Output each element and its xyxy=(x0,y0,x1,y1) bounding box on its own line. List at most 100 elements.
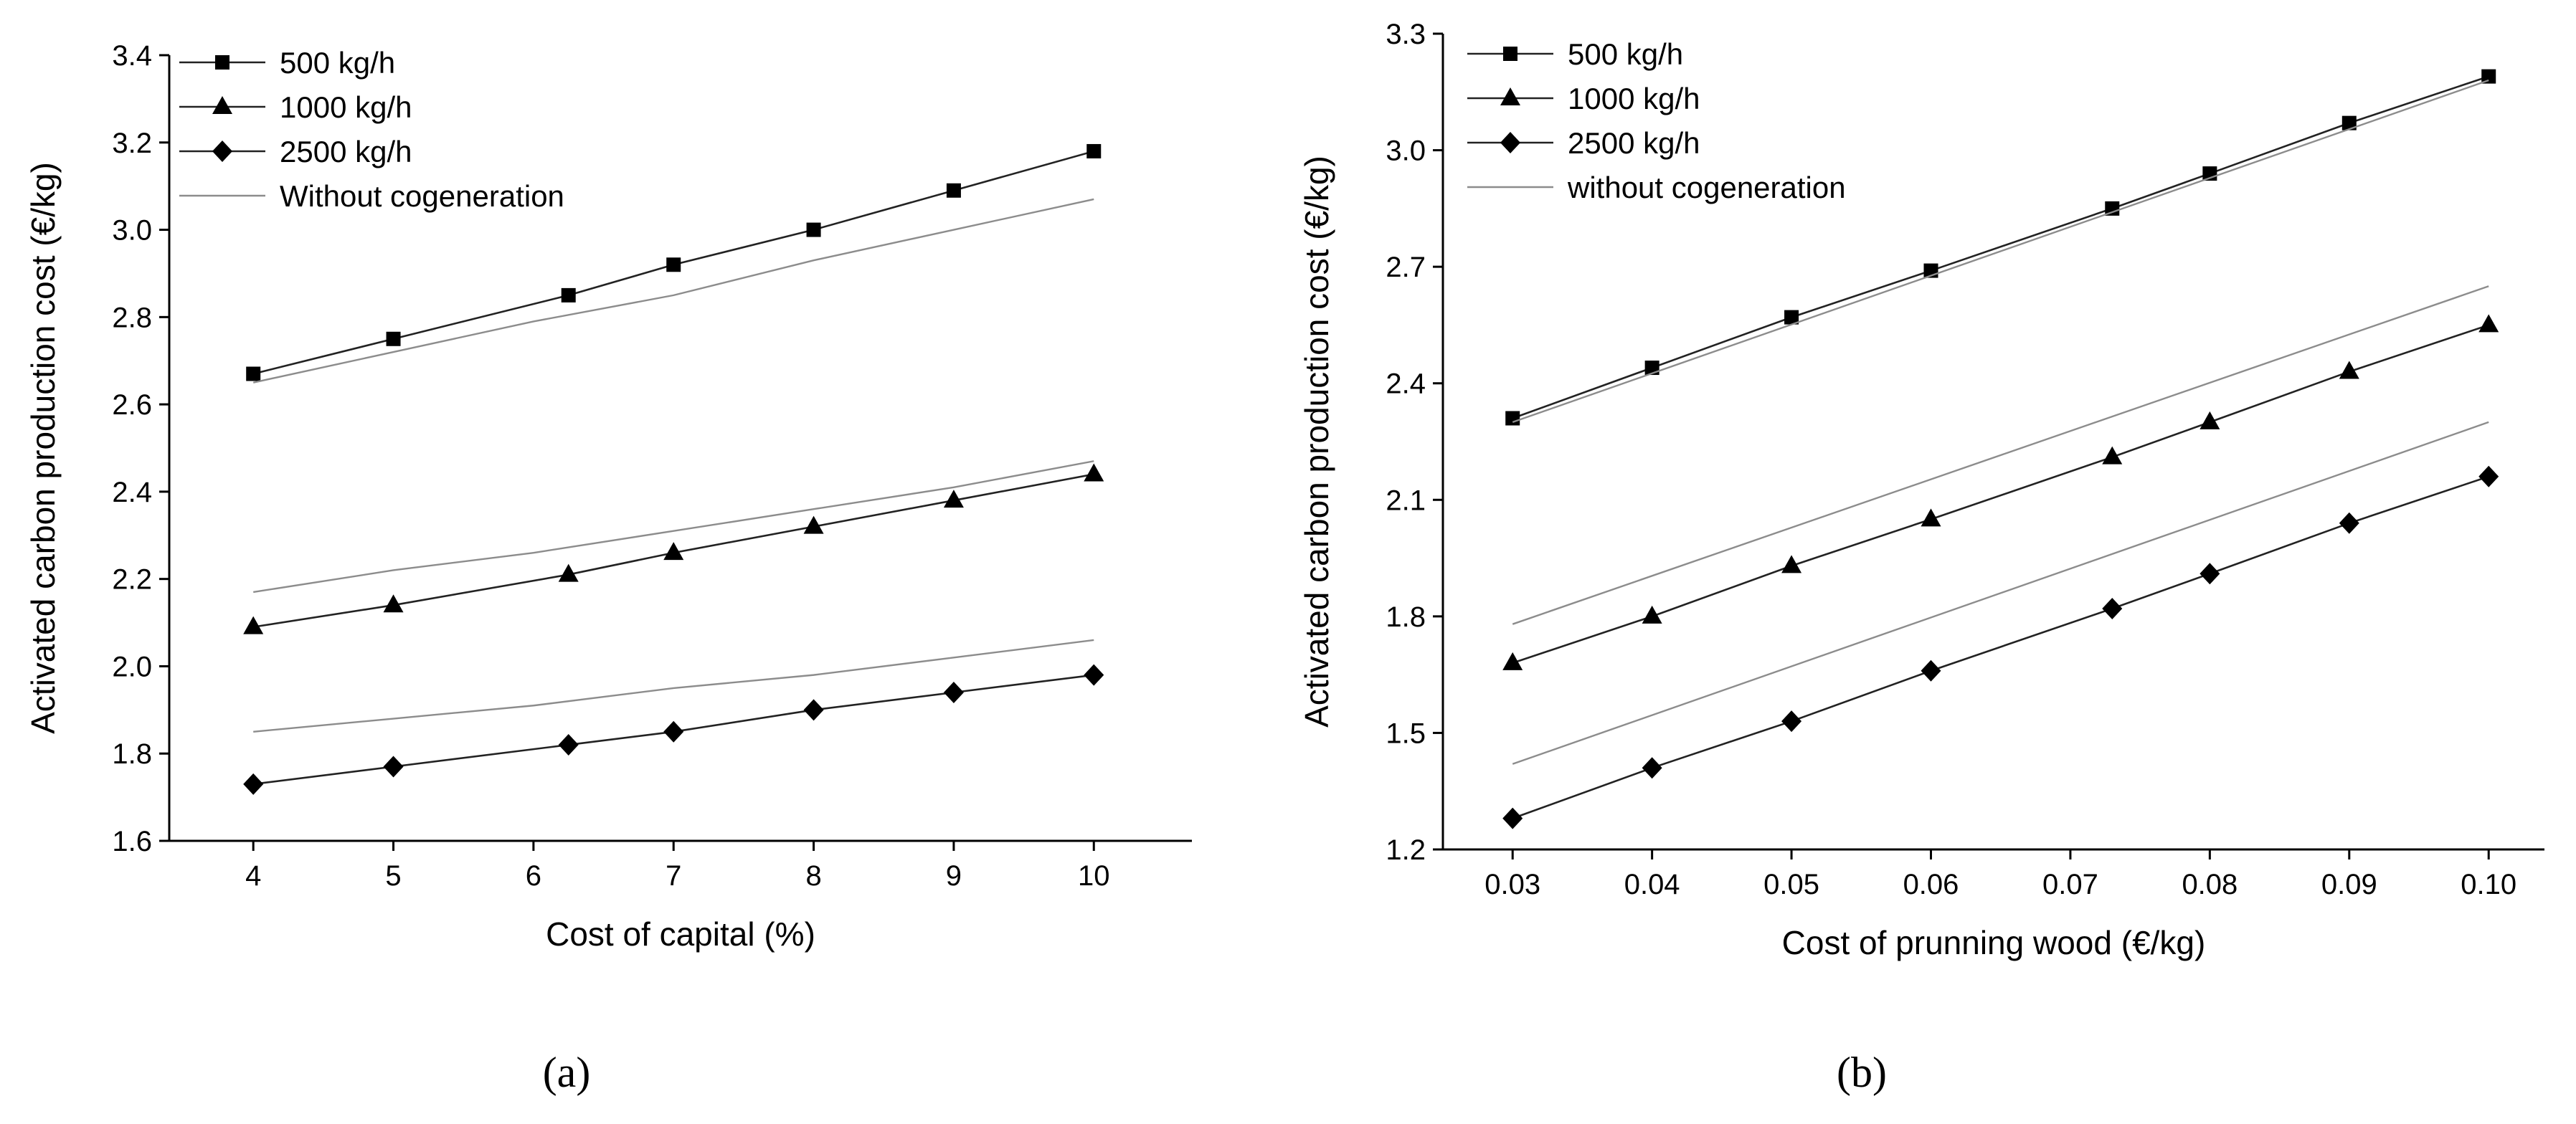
series-1-point xyxy=(2341,115,2357,130)
legend-label: 500 kg/h xyxy=(1568,37,1683,71)
y-tick-label: 2.7 xyxy=(1386,252,1426,283)
y-tick-label: 1.8 xyxy=(1386,601,1426,633)
series-2-point xyxy=(1502,652,1523,670)
series-1-point xyxy=(1086,143,1102,158)
series-2-point xyxy=(2478,314,2499,333)
series-3-point xyxy=(1502,807,1523,829)
series-1-line xyxy=(1512,75,2489,419)
series-1-point xyxy=(1784,310,1799,325)
caption-b: (b) xyxy=(1837,1049,1887,1096)
y-tick-label: 2.2 xyxy=(112,564,152,596)
series-3-point xyxy=(2199,563,2220,585)
series-3-point xyxy=(2339,512,2359,534)
series-1-point xyxy=(2105,201,2120,216)
series-2-point xyxy=(943,490,964,508)
x-tick-label: 0.10 xyxy=(2461,869,2516,900)
series-3-point xyxy=(1921,659,1941,682)
y-tick-label: 2.0 xyxy=(112,651,152,682)
series-without-cogeneration-line xyxy=(252,198,1094,384)
x-tick-label: 7 xyxy=(666,860,681,892)
series-1-point xyxy=(2481,69,2496,84)
series-without-cogeneration-line xyxy=(1512,285,2489,625)
series-3-point xyxy=(2102,598,2123,620)
y-tick-label: 3.0 xyxy=(1386,135,1426,167)
y-tick-label: 3.4 xyxy=(112,40,152,72)
y-tick-label: 2.6 xyxy=(112,389,152,421)
legend-marker xyxy=(215,55,229,70)
series-2-point xyxy=(663,542,684,561)
y-tick-label: 1.5 xyxy=(1386,718,1426,749)
x-tick-label: 9 xyxy=(946,860,962,892)
x-tick-label: 0.03 xyxy=(1484,869,1540,900)
legend-label: 2500 kg/h xyxy=(1568,126,1700,160)
series-1-point xyxy=(561,287,576,303)
series-1-point xyxy=(246,366,261,381)
series-3-point xyxy=(1781,710,1802,733)
x-tick-label: 8 xyxy=(805,860,821,892)
series-2-point xyxy=(383,594,404,613)
series-3-point xyxy=(2478,465,2499,487)
series-2-point xyxy=(558,563,579,582)
caption-a: (a) xyxy=(543,1049,591,1096)
chart-panel-a: 4 5 6 7 8 9 10 1.6 1.8 2.0 2.2 2.4 2.6 2.8 3.0 3.2 3.4 Co… xyxy=(24,40,1192,953)
x-tick-label: 0.09 xyxy=(2321,869,2377,900)
series-2-point xyxy=(1781,555,1802,573)
series-1-point xyxy=(666,257,681,272)
series-2-point xyxy=(2199,411,2220,429)
series-2-point xyxy=(1642,605,1662,624)
x-tick-label: 4 xyxy=(245,860,261,892)
x-tick-label: 10 xyxy=(1078,860,1110,892)
legend-label: 500 kg/h xyxy=(280,46,395,80)
series-1-point xyxy=(806,222,821,237)
x-tick-label: 0.07 xyxy=(2042,869,2098,900)
legend-marker xyxy=(212,140,232,162)
legend-marker xyxy=(1500,132,1520,153)
series-2-point xyxy=(2102,446,2123,465)
series-without-cogeneration-line xyxy=(1512,421,2489,765)
series-3-point xyxy=(1084,664,1104,686)
series-2-line xyxy=(1512,324,2489,665)
series-3-point xyxy=(558,734,579,756)
series-1-point xyxy=(386,331,401,346)
legend-marker xyxy=(212,96,232,114)
series-2-point xyxy=(803,515,824,534)
series-3-line xyxy=(1512,475,2489,819)
series-without-cogeneration-line xyxy=(253,460,1094,594)
y-axis-title: Activated carbon production cost (€/kg) xyxy=(1298,156,1335,728)
series-2-point xyxy=(1921,508,1941,527)
x-tick-label: 6 xyxy=(526,860,541,892)
legend-label: Without cogeneration xyxy=(280,179,564,213)
series-1-point xyxy=(946,183,961,198)
series-3-point xyxy=(1642,757,1662,779)
series-3-point xyxy=(943,681,964,703)
x-tick-label: 0.05 xyxy=(1763,869,1819,900)
y-tick-label: 2.4 xyxy=(1386,368,1426,400)
y-tick-label: 1.2 xyxy=(1386,834,1426,866)
series-without-cogeneration-line xyxy=(253,639,1094,733)
series-3-point xyxy=(383,756,404,778)
legend-label: without cogeneration xyxy=(1567,171,1846,204)
series-3-point xyxy=(243,773,264,795)
y-tick-label: 1.8 xyxy=(112,738,152,770)
y-tick-label: 1.6 xyxy=(112,826,152,857)
legend-label: 1000 kg/h xyxy=(280,90,412,124)
x-axis-title: Cost of capital (%) xyxy=(546,915,815,953)
series-2-point xyxy=(2339,361,2359,379)
x-tick-label: 0.08 xyxy=(2182,869,2238,900)
y-axis-title: Activated carbon production cost (€/kg) xyxy=(24,162,62,734)
legend-label: 1000 kg/h xyxy=(1568,82,1700,115)
x-axis-title: Cost of prunning wood (€/kg) xyxy=(1782,924,2206,961)
series-1-point xyxy=(1505,411,1520,426)
series-3-point xyxy=(663,720,684,743)
series-2-point xyxy=(243,616,264,634)
legend-label: 2500 kg/h xyxy=(280,135,412,168)
series-3-point xyxy=(803,699,824,721)
legend-marker xyxy=(1503,47,1517,61)
series-2-point xyxy=(1084,463,1104,482)
y-tick-label: 3.3 xyxy=(1386,19,1426,50)
x-tick-label: 0.06 xyxy=(1903,869,1959,900)
legend-marker xyxy=(1500,87,1520,105)
y-tick-label: 3.2 xyxy=(112,128,152,159)
x-tick-label: 0.04 xyxy=(1624,869,1680,900)
